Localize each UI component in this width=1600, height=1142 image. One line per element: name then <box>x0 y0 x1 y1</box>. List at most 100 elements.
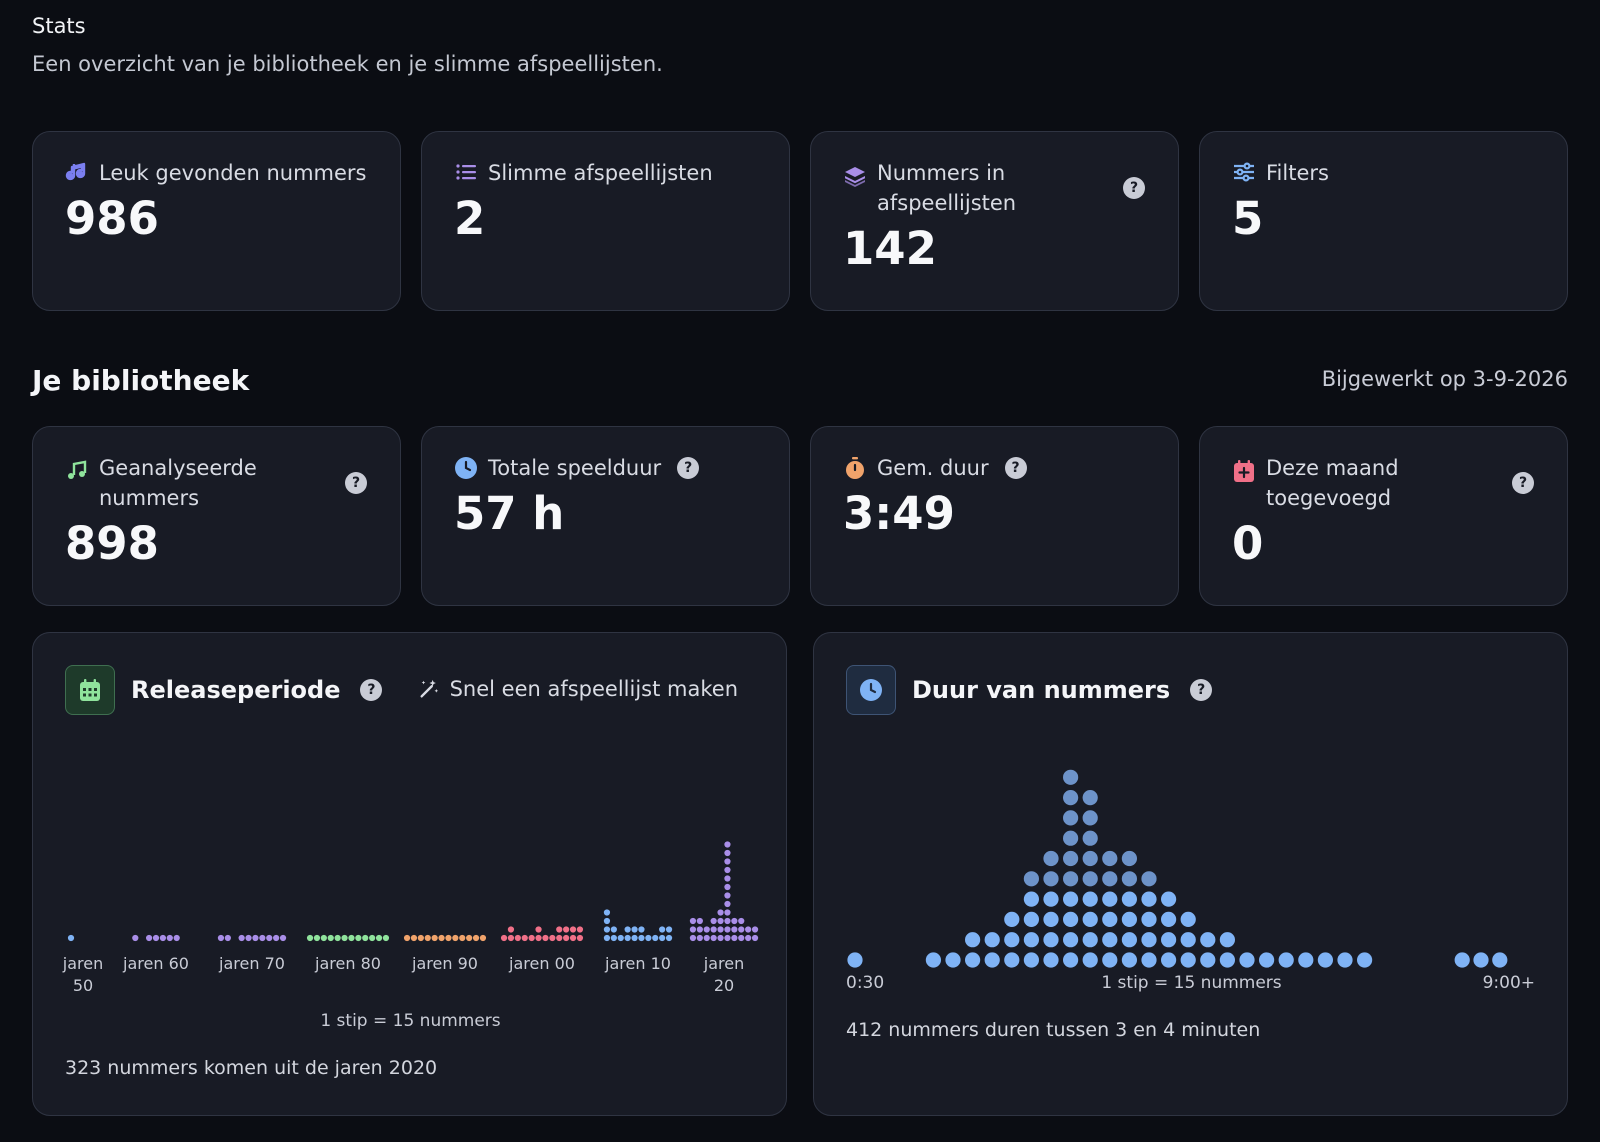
release-dot <box>689 926 697 933</box>
duration-dot <box>1023 952 1039 968</box>
stat-label: Slimme afspeellijsten <box>488 161 713 185</box>
duration-dot <box>1102 871 1118 887</box>
duration-dot <box>965 932 981 948</box>
duration-dot <box>1200 932 1216 948</box>
release-dot <box>320 934 327 942</box>
help-icon[interactable]: ? <box>345 472 367 494</box>
duration-dot <box>1141 911 1157 927</box>
stat-card-liked: Leuk gevonden nummers 986 <box>32 131 401 311</box>
release-dot <box>610 926 617 933</box>
release-dot <box>528 934 535 942</box>
duration-dot <box>1043 952 1059 968</box>
duration-dot <box>1102 932 1118 948</box>
stopwatch-icon <box>846 457 864 479</box>
release-dot <box>341 934 348 942</box>
release-dot <box>617 934 624 942</box>
release-dot <box>576 934 584 942</box>
release-dot <box>67 934 75 942</box>
release-dot <box>459 934 466 942</box>
duration-dot <box>945 952 961 968</box>
release-dot <box>610 934 617 942</box>
axis-min-label: 0:30 <box>846 973 885 993</box>
release-dot <box>542 934 549 942</box>
release-dot <box>279 934 287 942</box>
chart-title: Duur van nummers <box>912 676 1171 704</box>
release-dot <box>266 934 273 942</box>
release-dot <box>556 934 563 942</box>
release-dot <box>259 934 266 942</box>
release-dot <box>745 926 752 933</box>
duration-chart <box>847 769 1508 968</box>
release-dot <box>710 917 717 925</box>
release-dot <box>731 926 738 933</box>
duration-dot <box>1102 952 1118 968</box>
category-label: jaren 00 <box>508 954 575 973</box>
release-dot <box>696 926 703 933</box>
release-dot <box>500 934 508 942</box>
release-dot <box>445 934 452 942</box>
duration-dot <box>1023 871 1039 887</box>
duration-dot <box>1082 830 1098 846</box>
release-dot <box>375 934 383 942</box>
clock-icon <box>846 665 896 715</box>
release-dot <box>424 934 431 942</box>
stat-card-analyzed: Geanalyseerde nummers ? 898 <box>32 426 401 606</box>
duration-dot <box>1161 911 1177 927</box>
stat-value: 0 <box>1232 517 1264 570</box>
release-period-card: jaren 50 jaren 60 jaren 70 jaren 80 jaren 90 j… <box>32 632 787 1116</box>
stat-card-playlist-tracks: Nummers in afspeellijsten ? 142 <box>810 131 1179 311</box>
duration-dot <box>1043 891 1059 907</box>
release-dot <box>306 934 314 942</box>
release-dot <box>603 926 611 933</box>
release-dot <box>535 934 542 942</box>
page-subtitle: Een overzicht van je bibliotheek en je s… <box>32 52 663 76</box>
duration-dot <box>1063 871 1079 887</box>
help-icon[interactable]: ? <box>1512 472 1534 494</box>
duration-dot <box>1200 952 1216 968</box>
help-icon[interactable]: ? <box>1123 177 1145 199</box>
duration-dot <box>1298 952 1314 968</box>
duration-dot <box>1063 932 1079 948</box>
duration-dot <box>984 952 1000 968</box>
duration-dot <box>1121 952 1137 968</box>
release-dot <box>665 926 673 933</box>
category-label: 50 <box>73 976 93 995</box>
release-dot <box>751 926 759 933</box>
release-dot <box>514 934 521 942</box>
help-icon[interactable]: ? <box>1004 457 1027 479</box>
duration-dot <box>1180 952 1196 968</box>
stat-card-added-this-month: Deze maand toegevoegd ? 0 <box>1199 426 1568 606</box>
release-dot <box>159 934 166 942</box>
release-dot <box>146 934 153 942</box>
release-dot <box>738 917 745 925</box>
quick-playlist-link[interactable]: Snel een afspeellijst maken <box>418 677 738 701</box>
duration-dot <box>1082 952 1098 968</box>
duration-dot <box>1180 932 1196 948</box>
release-dot <box>273 934 280 942</box>
stat-value: 986 <box>65 192 159 245</box>
help-icon[interactable]: ? <box>360 679 383 701</box>
release-dot <box>710 926 717 933</box>
duration-dot <box>1043 850 1059 867</box>
chart-scale-note: 1 stip = 15 nummers <box>320 1011 501 1031</box>
duration-dot <box>1239 952 1255 968</box>
release-dot <box>724 926 731 933</box>
release-dot <box>166 934 173 942</box>
duration-dot <box>1180 911 1196 927</box>
release-dot <box>745 934 752 942</box>
duration-dot <box>1219 932 1235 948</box>
release-dot <box>717 909 724 916</box>
release-dot <box>507 926 515 933</box>
help-icon[interactable]: ? <box>1190 679 1213 701</box>
help-icon[interactable]: ? <box>677 457 700 479</box>
release-dot <box>507 934 515 942</box>
release-dot <box>689 934 697 942</box>
stat-label: Gem. duur <box>877 456 989 480</box>
release-dot <box>603 934 611 942</box>
chart-title: Releaseperiode <box>131 676 341 704</box>
duration-dot <box>965 952 981 968</box>
duration-dot <box>1063 810 1079 826</box>
duration-dot <box>1102 911 1118 927</box>
release-dot <box>217 934 225 942</box>
release-dot <box>638 926 645 933</box>
